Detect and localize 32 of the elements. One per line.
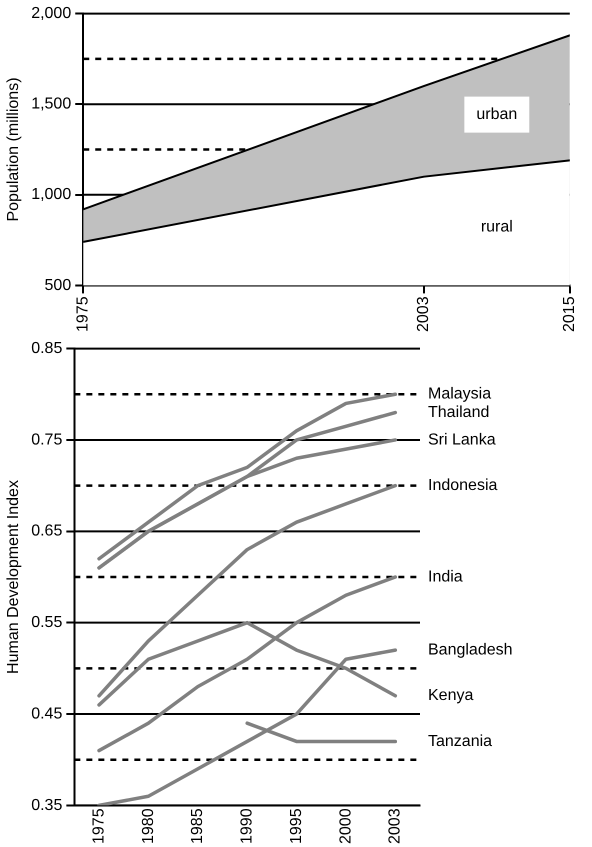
- x-tick-label: 1975: [90, 808, 108, 844]
- y-axis-title: Human Development Index: [5, 480, 22, 674]
- text: Malaysia: [428, 386, 492, 403]
- x-tick-label: 1985: [189, 808, 206, 844]
- y-tick-label: 0.85: [31, 340, 62, 358]
- text: Kenya: [428, 687, 474, 704]
- x-tick-label: 1995: [288, 808, 305, 844]
- x-tick-label: 1975: [74, 296, 92, 332]
- text: Indonesia: [428, 477, 498, 494]
- x-tick-label: 1980: [140, 808, 157, 844]
- y-tick-label: 2,000: [31, 5, 72, 22]
- y-tick-label: 0.35: [31, 796, 62, 814]
- series-label: rural: [480, 218, 513, 236]
- y-tick-label: 1,000: [31, 186, 72, 204]
- x-tick-label: 2015: [561, 296, 578, 332]
- text: Tanzania: [428, 732, 492, 750]
- text: Sri Lanka: [428, 431, 496, 448]
- y-tick-label: 0.55: [31, 614, 62, 632]
- y-tick-label: 500: [44, 276, 72, 294]
- y-tick-label: 0.75: [31, 431, 62, 448]
- y-tick-label: 1,500: [31, 96, 72, 113]
- x-tick-label: 2000: [337, 808, 354, 844]
- y-tick-label: 0.45: [31, 705, 62, 722]
- x-tick-label: 1990: [238, 808, 256, 844]
- text: Bangladesh: [428, 642, 513, 658]
- annotation: urban: [476, 106, 518, 124]
- x-tick-label: 2003: [386, 808, 404, 844]
- x-tick-label: 2003: [415, 296, 432, 332]
- text: India: [428, 568, 463, 586]
- y-tick-label: 0.65: [31, 522, 62, 540]
- text: Thailand: [428, 404, 490, 421]
- y-axis-title: Population (millions): [5, 77, 22, 222]
